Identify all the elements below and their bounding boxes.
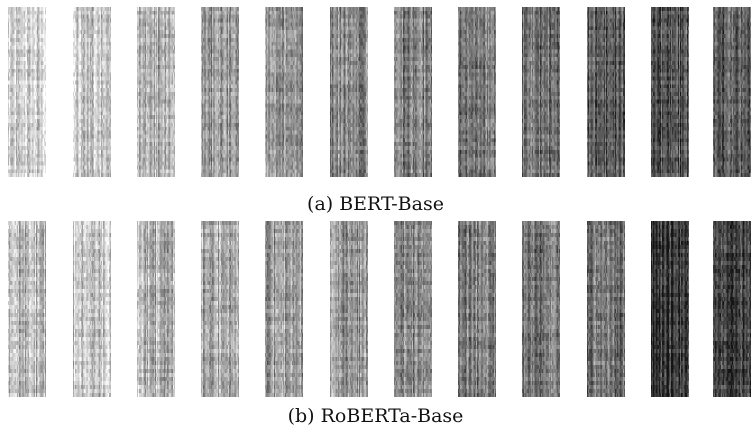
heatmap-strip-a-12 <box>713 7 751 177</box>
heatmap-strip-a-5 <box>265 7 303 177</box>
heatmap-strip-b-11 <box>651 221 689 397</box>
heatmap-strip-a-6 <box>330 7 368 177</box>
heatmap-strip-b-2 <box>73 221 111 397</box>
panel-b-caption: (b) RoBERTa-Base <box>0 405 751 427</box>
heatmap-strip-b-1 <box>8 221 46 397</box>
heatmap-strip-a-7 <box>394 7 432 177</box>
heatmap-strip-b-5 <box>265 221 303 397</box>
heatmap-strip-b-6 <box>330 221 368 397</box>
heatmap-strip-b-10 <box>587 221 625 397</box>
heatmap-strip-a-11 <box>651 7 689 177</box>
heatmap-strip-b-7 <box>394 221 432 397</box>
heatmap-strip-b-9 <box>522 221 560 397</box>
panel-b-heatmap-row <box>0 221 751 397</box>
heatmap-strip-a-1 <box>8 7 46 177</box>
panel-a-caption: (a) BERT-Base <box>0 193 751 215</box>
heatmap-strip-a-2 <box>73 7 111 177</box>
panel-a-heatmap-row <box>0 7 751 177</box>
heatmap-strip-b-8 <box>458 221 496 397</box>
heatmap-strip-b-12 <box>713 221 751 397</box>
heatmap-strip-a-3 <box>137 7 175 177</box>
heatmap-strip-a-10 <box>587 7 625 177</box>
heatmap-strip-b-4 <box>201 221 239 397</box>
heatmap-strip-a-4 <box>201 7 239 177</box>
heatmap-strip-a-8 <box>458 7 496 177</box>
heatmap-strip-a-9 <box>522 7 560 177</box>
heatmap-strip-b-3 <box>137 221 175 397</box>
